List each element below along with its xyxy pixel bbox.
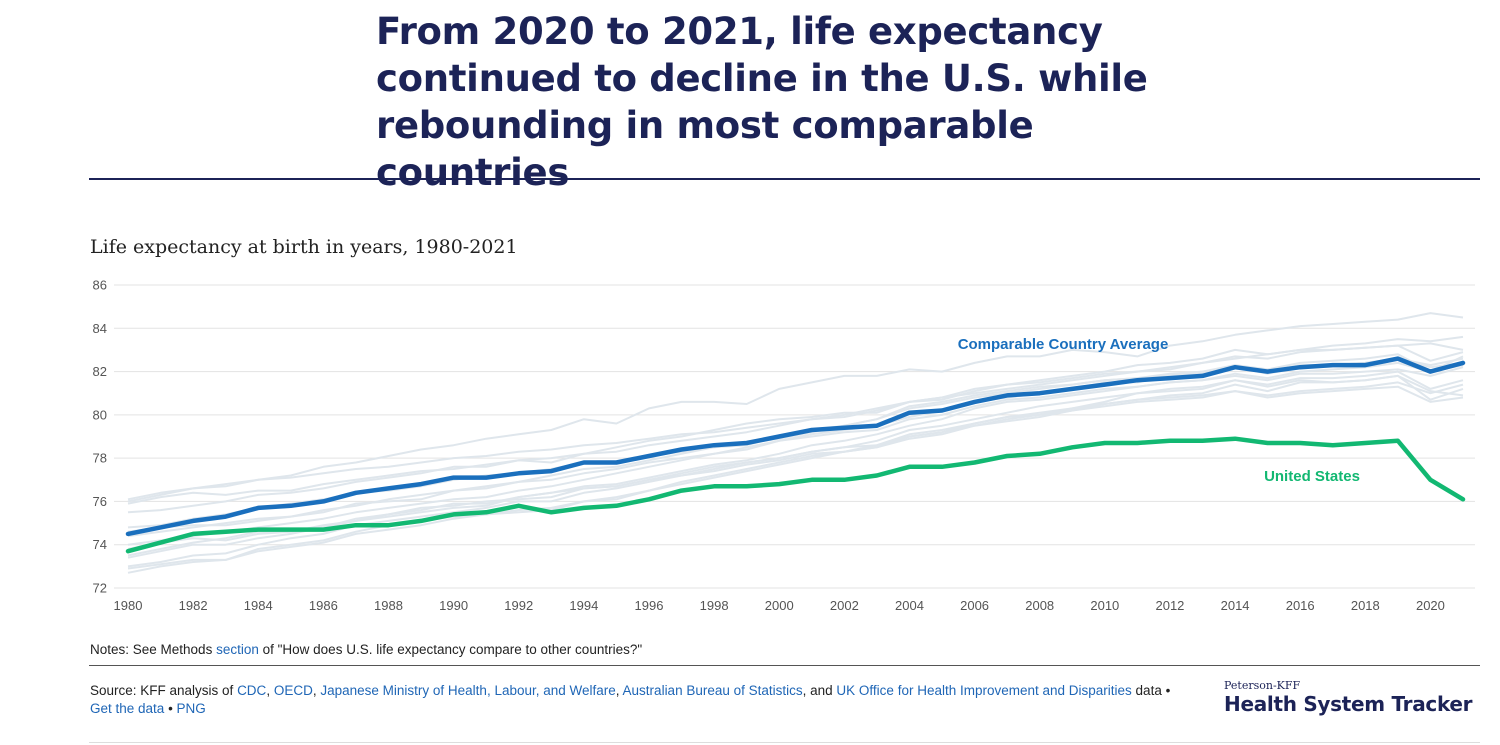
x-tick-label-1982: 1982 — [179, 598, 208, 613]
notes-text: Notes: See Methods section of "How does … — [90, 642, 643, 657]
country-line-1 — [127, 335, 1464, 501]
y-tick-label-78: 78 — [93, 451, 107, 466]
x-tick-label-2010: 2010 — [1090, 598, 1119, 613]
x-tick-label-2016: 2016 — [1286, 598, 1315, 613]
country-line-14 — [127, 361, 1464, 538]
x-tick-label-2002: 2002 — [830, 598, 859, 613]
japan-ministry-link[interactable]: Japanese Ministry of Health, Labour, and… — [320, 683, 616, 698]
life-expectancy-chart: 72 74 76 78 80 82 84 86 1980 1982 1984 1986 1988 1990… — [93, 278, 1475, 613]
y-tick-label-72: 72 — [93, 581, 107, 596]
x-tick-label-2006: 2006 — [960, 598, 989, 613]
y-tick-label-74: 74 — [93, 537, 107, 552]
y-tick-label-82: 82 — [93, 364, 107, 379]
x-tick-label-2012: 2012 — [1155, 598, 1184, 613]
x-tick-label-2000: 2000 — [765, 598, 794, 613]
cdc-link[interactable]: CDC — [237, 683, 267, 698]
title-divider — [89, 178, 1480, 180]
y-tick-label-80: 80 — [93, 407, 107, 422]
x-tick-label-1996: 1996 — [635, 598, 664, 613]
brand-health-system-tracker: Health System Tracker — [1224, 692, 1473, 716]
uk-office-link[interactable]: UK Office for Health Improvement and Dis… — [836, 683, 1132, 698]
y-tick-label-76: 76 — [93, 494, 107, 509]
us-series-line — [125, 436, 1466, 554]
x-tick-label-1998: 1998 — [700, 598, 729, 613]
oecd-link[interactable]: OECD — [273, 683, 313, 698]
country-line-4 — [127, 342, 1464, 505]
x-tick-label-2008: 2008 — [1025, 598, 1054, 613]
x-tick-label-1994: 1994 — [569, 598, 598, 613]
chart-title: From 2020 to 2021, life expectancy conti… — [376, 10, 1148, 194]
australian-bureau-link[interactable]: Australian Bureau of Statistics — [622, 683, 803, 698]
x-tick-label-1986: 1986 — [309, 598, 338, 613]
y-tick-label-86: 86 — [93, 278, 107, 293]
country-line-2 — [127, 312, 1464, 503]
x-tick-label-2014: 2014 — [1221, 598, 1250, 613]
average-series-line — [125, 356, 1466, 537]
average-series-label: Comparable Country Average — [958, 336, 1169, 353]
chart-subtitle: Life expectancy at birth in years, 1980-… — [90, 236, 518, 258]
x-tick-label-1980: 1980 — [114, 598, 143, 613]
x-tick-label-1992: 1992 — [504, 598, 533, 613]
y-tick-label-84: 84 — [93, 321, 107, 336]
methods-section-link[interactable]: section — [216, 642, 259, 657]
x-tick-label-2018: 2018 — [1351, 598, 1380, 613]
x-tick-label-1984: 1984 — [244, 598, 273, 613]
us-series-label: United States — [1264, 468, 1360, 485]
get-the-data-link[interactable]: Get the data — [90, 701, 165, 716]
source-text: Source: KFF analysis of CDC, OECD, Japan… — [90, 683, 1171, 716]
footer-divider — [89, 742, 1480, 743]
x-tick-label-2020: 2020 — [1416, 598, 1445, 613]
x-tick-label-2004: 2004 — [895, 598, 924, 613]
png-download-link[interactable]: PNG — [176, 701, 206, 716]
country-line-3 — [127, 344, 1464, 514]
country-line-12 — [127, 374, 1464, 570]
x-tick-label-1990: 1990 — [439, 598, 468, 613]
notes-divider — [89, 665, 1480, 666]
country-line-10 — [127, 374, 1464, 550]
country-line-13 — [127, 385, 1464, 574]
brand-peterson-kff: Peterson-KFF — [1224, 679, 1301, 692]
x-tick-label-1988: 1988 — [374, 598, 403, 613]
